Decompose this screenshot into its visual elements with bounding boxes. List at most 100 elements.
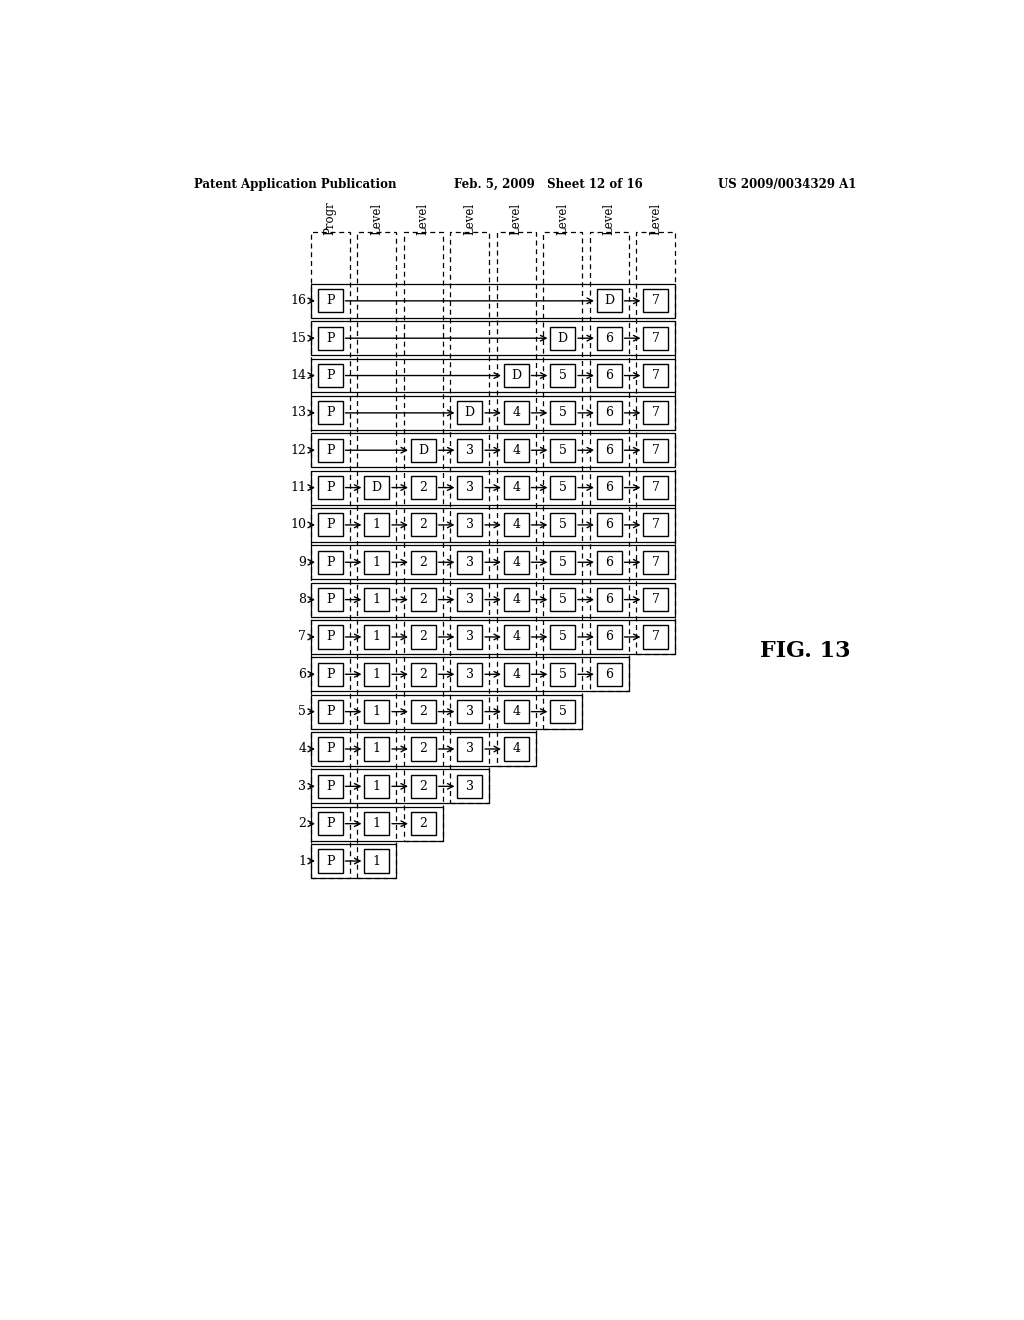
Text: 2: 2	[420, 519, 427, 532]
Text: 6: 6	[605, 444, 613, 457]
Bar	[643, 438, 669, 462]
Text: 5: 5	[559, 705, 566, 718]
Bar	[504, 477, 528, 499]
Bar	[311, 733, 536, 766]
Bar	[597, 364, 622, 387]
Text: 8: 8	[298, 593, 306, 606]
Text: 5: 5	[559, 480, 566, 494]
Bar	[311, 582, 675, 616]
Text: 5: 5	[559, 668, 566, 681]
Text: P: P	[326, 780, 335, 793]
Bar	[365, 700, 389, 723]
Bar	[643, 513, 669, 536]
Text: 1: 1	[373, 742, 381, 755]
Bar	[365, 477, 389, 499]
Bar	[597, 589, 622, 611]
Bar	[504, 738, 528, 760]
Text: 4: 4	[512, 556, 520, 569]
Text: 5: 5	[298, 705, 306, 718]
Text: 1: 1	[373, 631, 381, 643]
Text: 7: 7	[652, 444, 659, 457]
Bar	[597, 663, 622, 686]
Text: P: P	[326, 480, 335, 494]
Bar	[597, 401, 622, 425]
Text: 6: 6	[605, 370, 613, 381]
Text: 6: 6	[605, 480, 613, 494]
Text: 6: 6	[605, 668, 613, 681]
Text: P: P	[326, 370, 335, 381]
Text: D: D	[372, 480, 382, 494]
Text: 1: 1	[373, 780, 381, 793]
Text: 2: 2	[420, 631, 427, 643]
Text: 2: 2	[420, 593, 427, 606]
Bar	[504, 364, 528, 387]
Text: P: P	[326, 631, 335, 643]
Bar	[311, 545, 675, 579]
Text: 7: 7	[652, 407, 659, 420]
Text: P: P	[326, 331, 335, 345]
Bar	[458, 513, 482, 536]
Text: P: P	[326, 817, 335, 830]
Text: 2: 2	[420, 705, 427, 718]
Text: 1: 1	[373, 817, 381, 830]
Bar	[597, 626, 622, 648]
Text: 5: 5	[559, 519, 566, 532]
Text: P: P	[326, 444, 335, 457]
Bar	[458, 589, 482, 611]
Text: P: P	[326, 742, 335, 755]
Bar	[317, 663, 343, 686]
Text: 3: 3	[466, 668, 474, 681]
Bar	[458, 401, 482, 425]
Text: P: P	[326, 294, 335, 308]
Text: Level: Level	[510, 203, 523, 235]
Bar	[411, 477, 435, 499]
Text: 3: 3	[466, 519, 474, 532]
Bar	[590, 231, 629, 692]
Bar	[550, 364, 575, 387]
Bar	[311, 433, 675, 467]
Bar	[504, 663, 528, 686]
Text: 4: 4	[298, 742, 306, 755]
Bar	[643, 401, 669, 425]
Bar	[365, 626, 389, 648]
Bar	[411, 700, 435, 723]
Bar	[643, 477, 669, 499]
Bar	[458, 738, 482, 760]
Bar	[411, 589, 435, 611]
Bar	[365, 589, 389, 611]
Bar	[317, 438, 343, 462]
Bar	[403, 231, 442, 841]
Bar	[311, 321, 675, 355]
Bar	[458, 438, 482, 462]
Text: 1: 1	[373, 593, 381, 606]
Text: Level: Level	[417, 203, 430, 235]
Text: 1: 1	[373, 519, 381, 532]
Text: 4: 4	[512, 480, 520, 494]
Text: 6: 6	[605, 593, 613, 606]
Text: 7: 7	[652, 556, 659, 569]
Bar	[411, 438, 435, 462]
Bar	[317, 477, 343, 499]
Bar	[497, 231, 536, 766]
Text: 4: 4	[512, 519, 520, 532]
Bar	[550, 477, 575, 499]
Text: 7: 7	[652, 480, 659, 494]
Bar	[317, 550, 343, 574]
Text: 5: 5	[559, 556, 566, 569]
Bar	[311, 843, 396, 878]
Text: 2: 2	[420, 780, 427, 793]
Bar	[411, 550, 435, 574]
Bar	[317, 738, 343, 760]
Text: 4: 4	[512, 705, 520, 718]
Bar	[643, 626, 669, 648]
Bar	[550, 589, 575, 611]
Bar	[411, 812, 435, 836]
Bar	[311, 657, 629, 692]
Bar	[365, 513, 389, 536]
Bar	[311, 620, 675, 653]
Bar	[550, 626, 575, 648]
Text: 6: 6	[605, 407, 613, 420]
Bar	[550, 438, 575, 462]
Text: 3: 3	[466, 631, 474, 643]
Bar	[458, 700, 482, 723]
